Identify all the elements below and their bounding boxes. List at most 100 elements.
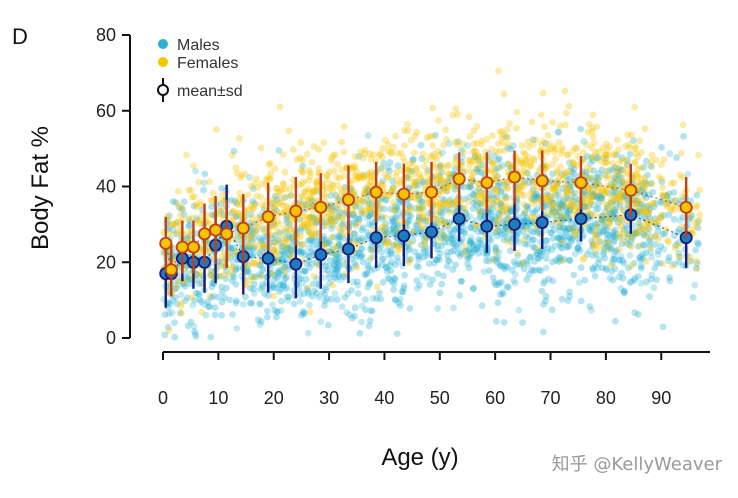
scatter-point bbox=[441, 234, 449, 242]
scatter-point bbox=[438, 169, 445, 176]
scatter-point bbox=[322, 285, 330, 293]
scatter-point bbox=[391, 202, 399, 210]
scatter-point bbox=[250, 285, 257, 293]
scatter-point bbox=[332, 191, 340, 199]
scatter-point bbox=[208, 268, 216, 275]
scatter-point bbox=[513, 124, 520, 132]
scatter-point bbox=[382, 224, 389, 232]
scatter-point bbox=[218, 298, 226, 306]
scatter-point bbox=[639, 225, 646, 233]
scatter-point bbox=[566, 183, 574, 191]
scatter-point bbox=[695, 240, 702, 248]
scatter-point bbox=[331, 270, 338, 278]
scatter-point bbox=[182, 275, 189, 282]
scatter-point bbox=[364, 214, 371, 222]
scatter-point bbox=[541, 123, 548, 131]
scatter-point bbox=[515, 306, 523, 314]
scatter-point bbox=[626, 241, 634, 249]
scatter-point bbox=[611, 189, 619, 197]
scatter-point bbox=[166, 212, 173, 220]
mean-point bbox=[452, 172, 466, 186]
scatter-point bbox=[555, 258, 563, 265]
scatter-point bbox=[251, 200, 259, 208]
scatter-point bbox=[615, 146, 622, 154]
scatter-point bbox=[519, 319, 526, 326]
scatter-point bbox=[636, 208, 643, 216]
scatter-point bbox=[641, 178, 649, 186]
scatter-point bbox=[436, 289, 444, 297]
scatter-point bbox=[528, 118, 536, 126]
scatter-point bbox=[272, 192, 279, 200]
scatter-point bbox=[245, 234, 253, 242]
scatter-point bbox=[329, 222, 336, 229]
scatter-point bbox=[589, 124, 596, 132]
scatter-point bbox=[341, 210, 348, 218]
scatter-point bbox=[279, 242, 287, 250]
scatter-point bbox=[410, 149, 418, 157]
scatter-point bbox=[504, 238, 511, 246]
scatter-point bbox=[549, 277, 557, 285]
scatter-point bbox=[610, 228, 617, 236]
scatter-point bbox=[615, 246, 623, 253]
scatter-point bbox=[603, 159, 611, 166]
scatter-point bbox=[214, 293, 222, 301]
scatter-point bbox=[344, 290, 352, 298]
scatter-point bbox=[440, 232, 448, 240]
scatter-point bbox=[589, 264, 597, 272]
scatter-point bbox=[365, 221, 373, 229]
scatter-point bbox=[340, 261, 348, 268]
scatter-point bbox=[259, 283, 267, 291]
scatter-point bbox=[350, 230, 357, 238]
scatter-point bbox=[483, 251, 491, 259]
scatter-point bbox=[564, 297, 572, 304]
scatter-point bbox=[576, 247, 584, 255]
scatter-point bbox=[594, 194, 601, 202]
scatter-point bbox=[439, 149, 446, 157]
scatter-point bbox=[638, 187, 646, 194]
scatter-point bbox=[548, 196, 555, 204]
scatter-point bbox=[453, 141, 461, 149]
scatter-point bbox=[178, 309, 185, 317]
scatter-point bbox=[595, 148, 603, 156]
mean-point bbox=[369, 185, 383, 199]
scatter-point bbox=[256, 234, 264, 242]
scatter-point bbox=[438, 209, 446, 217]
scatter-point bbox=[299, 169, 307, 176]
scatter-point bbox=[560, 193, 568, 201]
scatter-point bbox=[386, 276, 394, 283]
scatter-point bbox=[457, 278, 465, 285]
scatter-point bbox=[611, 192, 619, 200]
scatter-point bbox=[695, 151, 702, 159]
scatter-point bbox=[602, 155, 610, 162]
scatter-point bbox=[331, 256, 339, 264]
scatter-point bbox=[548, 211, 555, 218]
scatter-point bbox=[643, 194, 650, 202]
mean-point bbox=[314, 248, 328, 262]
scatter-point bbox=[657, 242, 665, 250]
scatter-point bbox=[276, 103, 284, 111]
scatter-point bbox=[509, 142, 517, 150]
scatter-point bbox=[637, 279, 645, 287]
scatter-point bbox=[520, 162, 528, 170]
scatter-point bbox=[183, 269, 191, 277]
scatter-point bbox=[419, 179, 427, 187]
scatter-point bbox=[613, 151, 621, 159]
scatter-point bbox=[411, 248, 419, 256]
scatter-point bbox=[631, 276, 639, 284]
scatter-point bbox=[555, 201, 563, 209]
scatter-point bbox=[334, 243, 342, 251]
scatter-point bbox=[565, 102, 573, 110]
scatter-point bbox=[230, 147, 238, 155]
scatter-point bbox=[546, 197, 553, 205]
scatter-point bbox=[367, 208, 374, 216]
scatter-point bbox=[499, 197, 506, 204]
scatter-point bbox=[274, 269, 282, 276]
scatter-point bbox=[501, 192, 509, 200]
scatter-point bbox=[461, 229, 469, 237]
scatter-point bbox=[387, 148, 395, 156]
scatter-point bbox=[517, 261, 525, 269]
scatter-point bbox=[443, 248, 451, 256]
scatter-point bbox=[595, 192, 603, 200]
scatter-point bbox=[208, 283, 216, 291]
scatter-point bbox=[339, 234, 347, 242]
